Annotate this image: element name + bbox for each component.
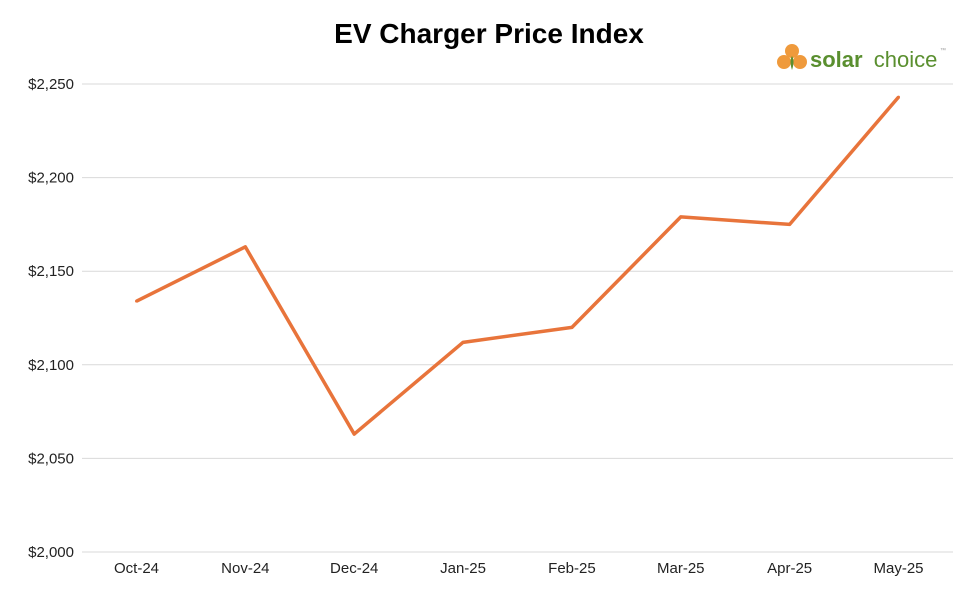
- y-tick-label: $2,250: [28, 76, 74, 93]
- x-tick-label: May-25: [873, 560, 923, 577]
- sun-icon: [777, 44, 807, 70]
- x-tick-label: Jan-25: [440, 560, 486, 577]
- x-axis-tick-labels: Oct-24 Nov-24 Dec-24 Jan-25 Feb-25 Mar-25 Apr-…: [114, 560, 924, 577]
- logo-text-choice: choice: [874, 47, 938, 72]
- gridlines: [82, 83, 953, 553]
- data-point: [352, 432, 356, 436]
- y-tick-label: $2,150: [28, 263, 74, 280]
- y-tick-label: $2,050: [28, 450, 74, 467]
- y-axis-tick-labels: $2,000 $2,050 $2,100 $2,150 $2,200 $2,250: [28, 76, 74, 561]
- x-tick-label: Mar-25: [657, 560, 705, 577]
- y-tick-label: $2,100: [28, 357, 74, 374]
- x-tick-label: Apr-25: [767, 560, 812, 577]
- svg-text:solar choice: solar choice: [810, 47, 937, 72]
- series-layer: [135, 95, 900, 436]
- data-point: [897, 95, 900, 99]
- trademark-symbol: ™: [940, 47, 946, 54]
- data-point: [243, 245, 247, 249]
- data-point: [570, 325, 574, 329]
- x-tick-label: Nov-24: [221, 560, 269, 577]
- solar-choice-logo: solar choice ™: [777, 44, 946, 72]
- x-tick-label: Dec-24: [330, 560, 378, 577]
- y-tick-label: $2,000: [28, 544, 74, 561]
- data-point: [135, 299, 138, 303]
- data-point: [679, 215, 683, 219]
- data-point: [461, 340, 465, 344]
- series-line: [135, 95, 900, 436]
- chart-title: EV Charger Price Index: [334, 18, 644, 49]
- y-tick-label: $2,200: [28, 170, 74, 187]
- x-tick-label: Oct-24: [114, 560, 159, 577]
- data-point: [788, 222, 792, 226]
- x-tick-label: Feb-25: [548, 560, 596, 577]
- logo-text-solar: solar: [810, 47, 863, 72]
